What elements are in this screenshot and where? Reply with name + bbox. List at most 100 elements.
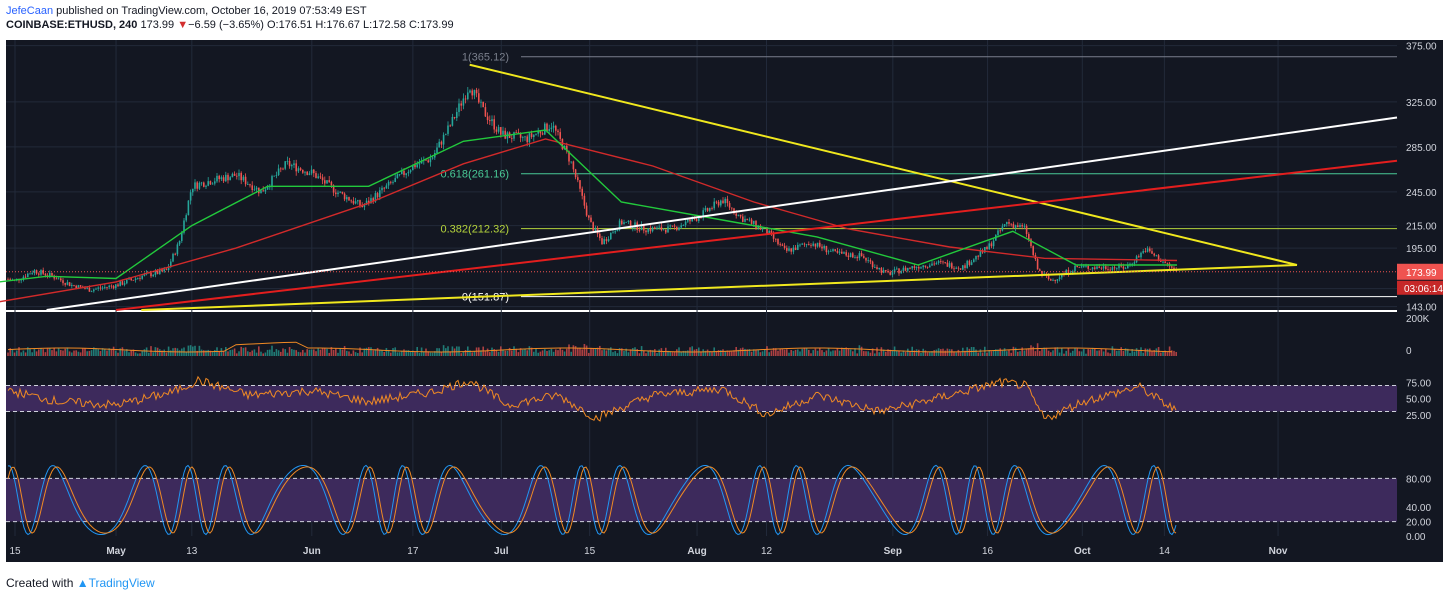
volume-bar (374, 349, 377, 356)
volume-bar (979, 349, 982, 356)
volume-bar (596, 347, 599, 356)
candle-body (500, 127, 502, 135)
candle-body (948, 263, 951, 267)
volume-bar (1142, 352, 1144, 356)
volume-bar (343, 346, 346, 356)
price-tick-label: 245.00 (1406, 188, 1437, 199)
volume-bar (423, 351, 425, 356)
candle-body (427, 160, 429, 163)
author-link[interactable]: JefeCaan (6, 5, 54, 17)
volume-bar (145, 347, 148, 356)
candle-body (299, 168, 302, 171)
volume-bar (995, 349, 997, 356)
candle-body (51, 272, 53, 276)
time-tick-label: Aug (687, 546, 706, 557)
candle-body (467, 92, 469, 100)
volume-bar (418, 352, 421, 356)
candle-body (735, 213, 737, 216)
candle-body (607, 239, 610, 242)
volume-bar (997, 349, 999, 356)
volume-bar (40, 348, 42, 356)
volume-bar (29, 348, 31, 356)
candle-body (187, 200, 190, 216)
candle-body (436, 147, 438, 154)
candle-body (1054, 279, 1056, 281)
volume-bar (434, 351, 436, 356)
candle-body (447, 125, 449, 134)
candle-body (537, 131, 539, 134)
candle-body (282, 168, 284, 170)
rsi-line (7, 375, 1177, 422)
volume-bar (269, 349, 271, 356)
trading-chart[interactable]: 1(365.12) 0.618(261.16) 0.382(212.32) 0(151… (0, 34, 1450, 574)
candle-body (75, 285, 77, 289)
volume-bar (550, 348, 553, 356)
candle-body (1001, 226, 1004, 231)
volume-bar (306, 349, 308, 356)
candle-body (786, 247, 788, 251)
candle-body (192, 188, 194, 193)
candle-body (882, 270, 885, 273)
volume-bar (1166, 352, 1169, 356)
candle-body (1138, 256, 1140, 258)
volume-bar (896, 350, 898, 356)
volume-bar (805, 348, 808, 356)
tradingview-logo-text[interactable]: TradingView (88, 576, 155, 590)
volume-bar (867, 351, 869, 356)
candle-body (150, 272, 152, 277)
volume-bar (484, 350, 487, 356)
volume-bar (566, 348, 568, 356)
volume-bar (830, 351, 832, 356)
volume-bar (93, 347, 95, 356)
candle-body (97, 287, 99, 289)
candle-body (566, 145, 568, 152)
volume-bar (348, 351, 350, 356)
candle-body (865, 257, 867, 261)
candle-body (7, 279, 9, 280)
candle-body (374, 193, 377, 202)
volume-bar (134, 352, 137, 356)
candle-body (990, 243, 993, 247)
candle-body (482, 101, 484, 108)
candle-body (724, 198, 726, 204)
candle-body (550, 127, 553, 130)
volume-bar (519, 348, 522, 356)
candle-body (1149, 248, 1151, 252)
candle-body (214, 181, 216, 184)
volume-bar (709, 351, 711, 356)
candle-body (79, 285, 82, 287)
candle-body (238, 172, 240, 177)
volume-bar (1083, 348, 1085, 356)
volume-bar (46, 347, 49, 356)
volume-bar (977, 352, 979, 356)
candle-body (1019, 225, 1021, 228)
volume-bar (1164, 350, 1166, 356)
volume-bar (332, 349, 335, 356)
volume-bar (1021, 347, 1023, 356)
volume-bar (1017, 351, 1019, 356)
candle-body (541, 133, 544, 135)
volume-bar (339, 348, 341, 356)
candle-body (86, 287, 88, 289)
trendline-yellow (469, 63, 1298, 266)
candle-body (1083, 265, 1085, 267)
price-tick-label: 215.00 (1406, 222, 1437, 233)
candle-body (445, 133, 447, 135)
candle-body (9, 279, 11, 280)
volume-bar (359, 347, 361, 356)
stoch-axis-label: 40.00 (1406, 503, 1431, 514)
volume-bar (843, 347, 845, 356)
symbol-label[interactable]: COINBASE:ETHUSD, 240 (6, 19, 138, 31)
candle-body (1028, 233, 1030, 240)
candle-body (354, 201, 357, 204)
publish-line: JefeCaan published on TradingView.com, O… (6, 4, 454, 18)
candle-body (442, 134, 445, 145)
volume-bar (643, 350, 645, 356)
volume-bar (310, 349, 313, 356)
volume-bar (1003, 348, 1006, 356)
candle-body (1105, 266, 1107, 270)
candle-body (779, 244, 781, 246)
candle-body (1116, 268, 1118, 270)
candle-body (339, 191, 341, 193)
volume-bar (722, 349, 724, 356)
